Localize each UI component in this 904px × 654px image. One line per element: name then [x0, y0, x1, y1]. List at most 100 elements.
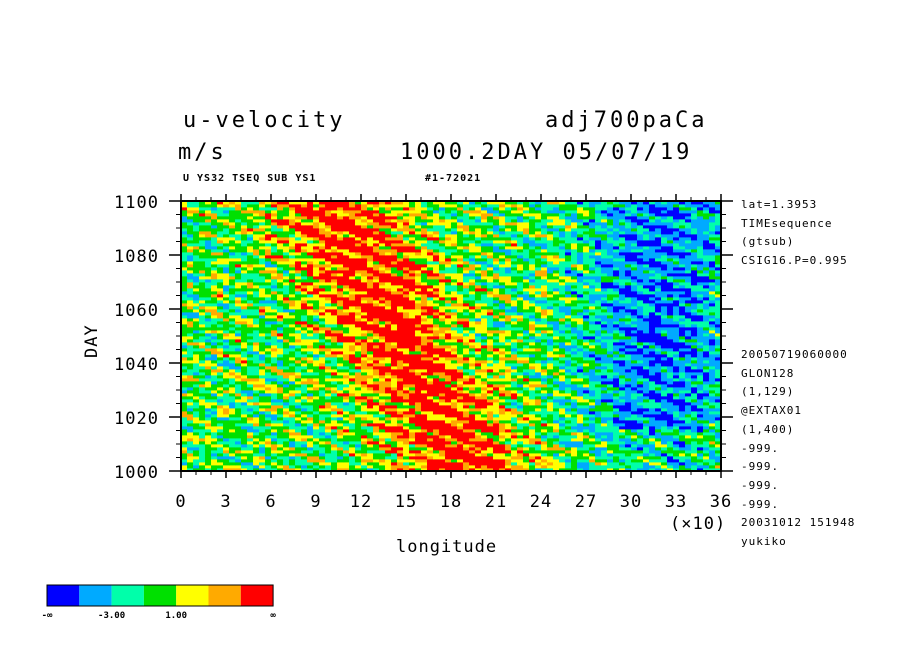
heat-cell — [373, 306, 380, 310]
heat-cell — [367, 417, 374, 421]
heat-cell — [331, 351, 338, 355]
heat-cell — [427, 423, 434, 427]
heat-cell — [289, 354, 296, 358]
heat-cell — [283, 399, 290, 403]
heat-cell — [451, 432, 458, 436]
heat-cell — [331, 459, 338, 463]
heat-cell — [511, 372, 518, 376]
heat-cell — [271, 432, 278, 436]
heat-cell — [661, 426, 668, 430]
heat-cell — [619, 405, 626, 409]
heat-cell — [367, 384, 374, 388]
heat-cell — [289, 420, 296, 424]
heat-cell — [547, 336, 554, 340]
heat-cell — [199, 447, 206, 451]
heat-cell — [709, 456, 716, 460]
heat-cell — [391, 411, 398, 415]
heat-cell — [391, 342, 398, 346]
heat-cell — [217, 411, 224, 415]
heat-cell — [715, 387, 722, 391]
heat-cell — [307, 438, 314, 442]
heat-cell — [301, 420, 308, 424]
heat-cell — [379, 465, 386, 469]
heat-cell — [241, 345, 248, 349]
heat-cell — [319, 345, 326, 349]
heat-cell — [553, 453, 560, 457]
heat-cell — [391, 405, 398, 409]
heat-cell — [403, 438, 410, 442]
heat-cell — [475, 432, 482, 436]
heat-cell — [271, 402, 278, 406]
heat-cell — [613, 429, 620, 433]
heat-cell — [463, 324, 470, 328]
heat-cell — [289, 405, 296, 409]
heat-cell — [607, 381, 614, 385]
heat-cell — [385, 384, 392, 388]
heat-cell — [235, 333, 242, 337]
heat-cell — [469, 312, 476, 316]
heat-cell — [421, 435, 428, 439]
heat-cell — [223, 303, 230, 307]
heat-cell — [247, 357, 254, 361]
heat-cell — [367, 348, 374, 352]
heat-cell — [355, 327, 362, 331]
heat-cell — [211, 417, 218, 421]
heat-cell — [649, 465, 656, 469]
heat-cell — [595, 465, 602, 469]
heat-cell — [571, 348, 578, 352]
heat-cell — [667, 369, 674, 373]
heat-cell — [247, 363, 254, 367]
heat-cell — [583, 381, 590, 385]
heat-cell — [391, 381, 398, 385]
heat-cell — [577, 369, 584, 373]
heat-cell — [301, 381, 308, 385]
heat-cell — [313, 399, 320, 403]
heat-cell — [199, 444, 206, 448]
heat-cell — [685, 366, 692, 370]
heat-cell — [649, 321, 656, 325]
heat-cell — [535, 408, 542, 412]
heat-cell — [481, 468, 488, 472]
heat-cell — [439, 435, 446, 439]
heat-cell — [571, 336, 578, 340]
heat-cell — [685, 405, 692, 409]
heat-cell — [343, 342, 350, 346]
heat-cell — [559, 354, 566, 358]
heat-cell — [337, 468, 344, 472]
heat-cell — [199, 411, 206, 415]
heat-cell — [247, 456, 254, 460]
heat-cell — [607, 369, 614, 373]
heat-cell — [643, 366, 650, 370]
heat-cell — [247, 441, 254, 445]
heat-cell — [475, 378, 482, 382]
heat-cell — [187, 366, 194, 370]
heat-cell — [211, 465, 218, 469]
heat-cell — [487, 408, 494, 412]
heat-cell — [409, 357, 416, 361]
heat-cell — [325, 366, 332, 370]
heat-cell — [703, 375, 710, 379]
heat-cell — [607, 342, 614, 346]
heat-cell — [481, 366, 488, 370]
heat-cell — [295, 372, 302, 376]
heat-cell — [607, 444, 614, 448]
heat-cell — [415, 345, 422, 349]
heat-cell — [349, 447, 356, 451]
heat-cell — [643, 462, 650, 466]
heat-cell — [517, 429, 524, 433]
heat-cell — [451, 318, 458, 322]
heat-cell — [649, 369, 656, 373]
heat-cell — [697, 360, 704, 364]
heat-cell — [385, 462, 392, 466]
heat-cell — [685, 426, 692, 430]
heat-cell — [493, 465, 500, 469]
heat-cell — [523, 441, 530, 445]
heat-cell — [517, 414, 524, 418]
heat-cell — [349, 303, 356, 307]
heat-cell — [673, 342, 680, 346]
heat-cell — [547, 372, 554, 376]
heat-cell — [715, 447, 722, 451]
heat-cell — [679, 438, 686, 442]
heat-cell — [217, 378, 224, 382]
heat-cell — [361, 429, 368, 433]
